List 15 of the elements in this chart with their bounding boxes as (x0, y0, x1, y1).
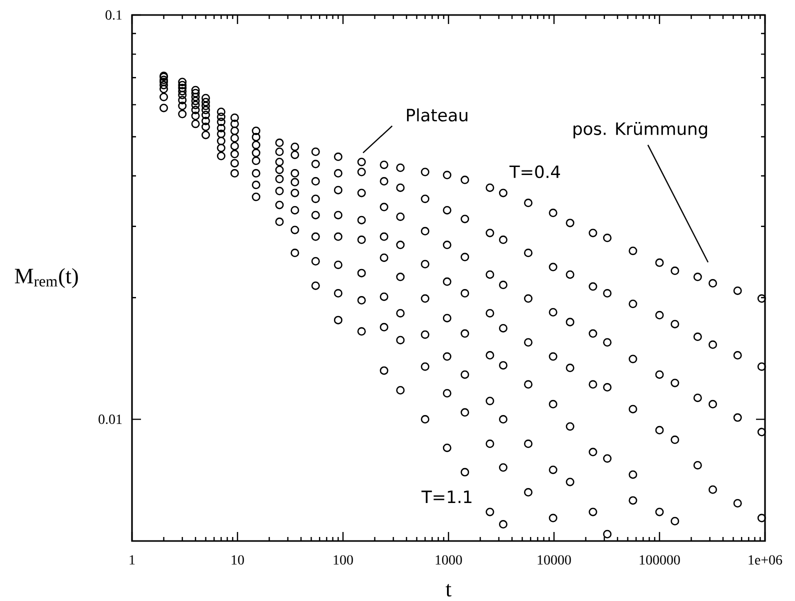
x-axis-title: t (446, 584, 452, 597)
x-tick-label: 100 (334, 555, 353, 565)
annotation: T=0.4 (509, 165, 560, 178)
y-tick-label: 0.01 (98, 414, 122, 424)
y-tick-label: 0.1 (106, 10, 122, 20)
x-tick-label: 10 (232, 555, 244, 565)
y-axis-title: M$_{rem}$(t) (14, 268, 78, 288)
annotation: pos. Krümmung (574, 122, 708, 138)
x-tick-label: 1e+06 (748, 555, 782, 565)
annotation: Plateau (407, 108, 468, 122)
x-tick-label: 1000 (436, 555, 462, 565)
x-tick-label: 10000 (538, 555, 571, 565)
annotation: T=1.1 (421, 490, 472, 503)
x-tick-label: 1 (130, 555, 135, 564)
x-tick-label: 100000 (640, 555, 680, 565)
